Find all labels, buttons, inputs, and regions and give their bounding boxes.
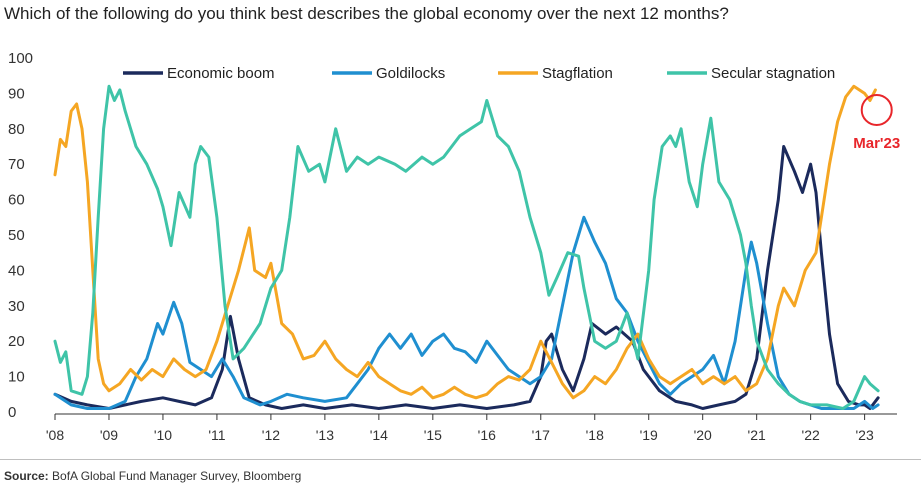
x-tick-label: '23	[855, 427, 873, 443]
y-tick-label: 70	[8, 156, 25, 173]
x-tick-label: '17	[532, 427, 550, 443]
x-tick-label: '10	[154, 427, 172, 443]
annotation-circle	[860, 93, 893, 126]
legend-label: Secular stagnation	[711, 65, 835, 82]
y-tick-label: 50	[8, 227, 25, 244]
legend: Economic boom Goldilocks Stagflation Secula…	[123, 65, 835, 82]
x-tick-label: '19	[640, 427, 658, 443]
y-tick-label: 20	[8, 333, 25, 350]
series-line-stagflation	[53, 84, 877, 400]
x-tick-label: '11	[208, 427, 225, 443]
y-tick-label: 90	[8, 85, 25, 102]
series-line-secular-stagnation	[53, 84, 880, 410]
x-tick-label: '15	[424, 427, 442, 443]
x-axis: '08 '09 '10 '11 '12 '13 '14 '15 '16 '17 '18 '19 '20 '…	[46, 413, 897, 443]
footer-divider	[0, 459, 921, 460]
x-tick-label: '18	[586, 427, 604, 443]
y-tick-label: 60	[8, 192, 25, 209]
series-line-economic-boom	[53, 145, 880, 410]
series-line-goldilocks	[53, 215, 880, 410]
y-tick-label: 40	[8, 262, 25, 279]
y-tick-label: 80	[8, 121, 25, 138]
x-tick-label: '08	[46, 427, 64, 443]
source-note: Source: BofA Global Fund Manager Survey,…	[4, 469, 301, 483]
x-tick-label: '14	[370, 427, 388, 443]
y-tick-label: 10	[8, 369, 25, 386]
source-label: Source:	[4, 469, 49, 483]
y-tick-label: 30	[8, 298, 25, 315]
y-tick-label: 0	[8, 404, 16, 421]
x-tick-label: '20	[694, 427, 712, 443]
annotation: Mar'23	[853, 93, 900, 152]
x-tick-label: '21	[748, 427, 766, 443]
y-tick-label: 100	[8, 50, 33, 67]
legend-label: Stagflation	[542, 65, 613, 82]
x-tick-label: '16	[478, 427, 496, 443]
annotation-label: Mar'23	[853, 135, 900, 152]
x-tick-label: '22	[802, 427, 820, 443]
x-tick-label: '09	[100, 427, 118, 443]
x-tick-label: '12	[262, 427, 280, 443]
legend-label: Goldilocks	[376, 65, 445, 82]
x-tick-label: '13	[316, 427, 334, 443]
source-text: BofA Global Fund Manager Survey, Bloombe…	[52, 469, 302, 483]
y-axis-ticks: 0 10 20 30 40 50 60 70 80 90 100	[8, 50, 33, 421]
series-lines	[53, 84, 880, 410]
chart-title: Which of the following do you think best…	[4, 4, 729, 23]
legend-label: Economic boom	[167, 65, 275, 82]
